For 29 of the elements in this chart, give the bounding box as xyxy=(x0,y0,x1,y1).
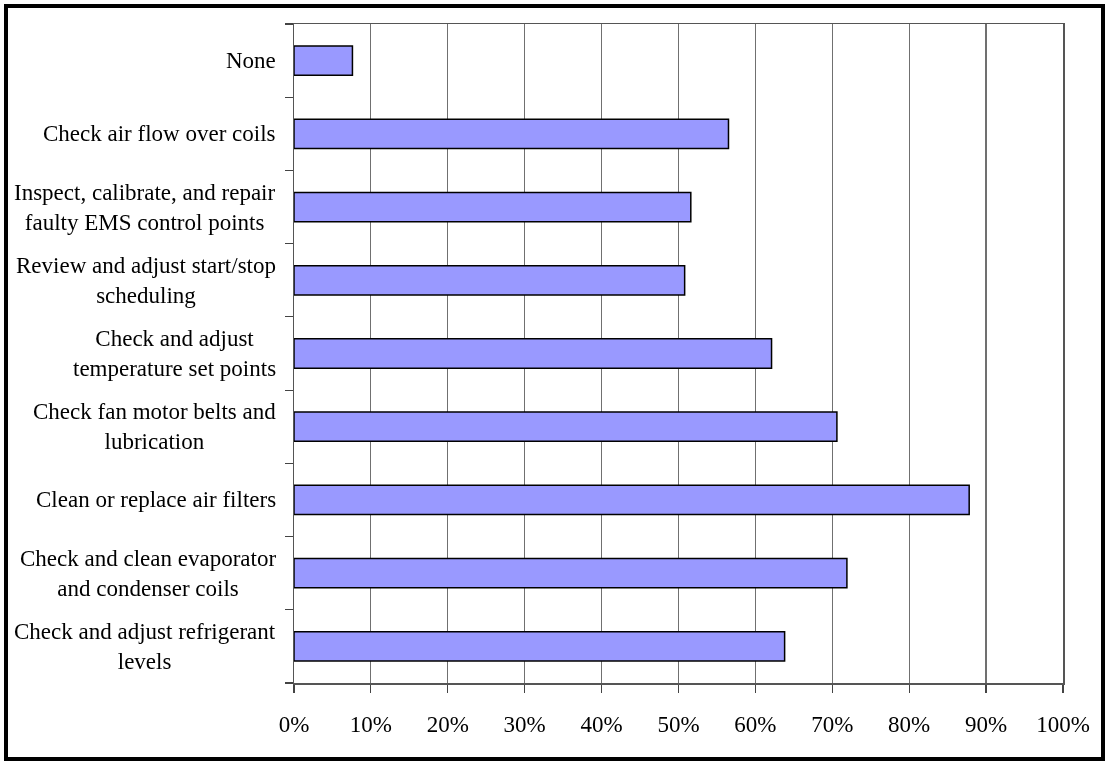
bar xyxy=(294,338,773,369)
y-tick-label: Check and adjust refrigerant levels xyxy=(14,619,276,674)
x-tick-label: 70% xyxy=(811,712,854,738)
y-tick-label: Check fan motor belts and lubrication xyxy=(33,399,277,454)
x-tick-label: 50% xyxy=(657,712,700,738)
bar xyxy=(294,557,848,589)
bar xyxy=(294,118,730,150)
bar xyxy=(294,484,970,516)
y-tick-label: Inspect, calibrate, and repair faulty EMS control points xyxy=(14,180,276,235)
bar xyxy=(294,45,354,77)
x-tick-label: 90% xyxy=(965,712,1008,738)
y-tick-label: Review and adjust start/stop scheduling xyxy=(16,253,276,308)
x-tick-label: 80% xyxy=(888,712,931,738)
x-tick-label: 10% xyxy=(349,712,392,738)
y-tick-label: Check and adjust temperature set points xyxy=(73,326,277,381)
bar xyxy=(294,264,686,296)
y-tick-label: Clean or replace air filters xyxy=(36,487,277,512)
y-tick-label: Check air flow over coils xyxy=(43,121,276,146)
y-tick-label: Check and clean evaporator and condenser coils xyxy=(20,546,277,601)
x-tick-label: 60% xyxy=(734,712,777,738)
x-tick-label: 40% xyxy=(580,712,623,738)
y-tick-label: None xyxy=(226,48,276,73)
x-tick-label: 30% xyxy=(503,712,546,738)
bar xyxy=(294,411,838,443)
bar xyxy=(294,191,692,223)
x-tick-label: 0% xyxy=(278,712,310,738)
bar xyxy=(294,630,786,662)
x-tick-label: 20% xyxy=(426,712,469,738)
x-tick-label: 100% xyxy=(1036,712,1090,738)
